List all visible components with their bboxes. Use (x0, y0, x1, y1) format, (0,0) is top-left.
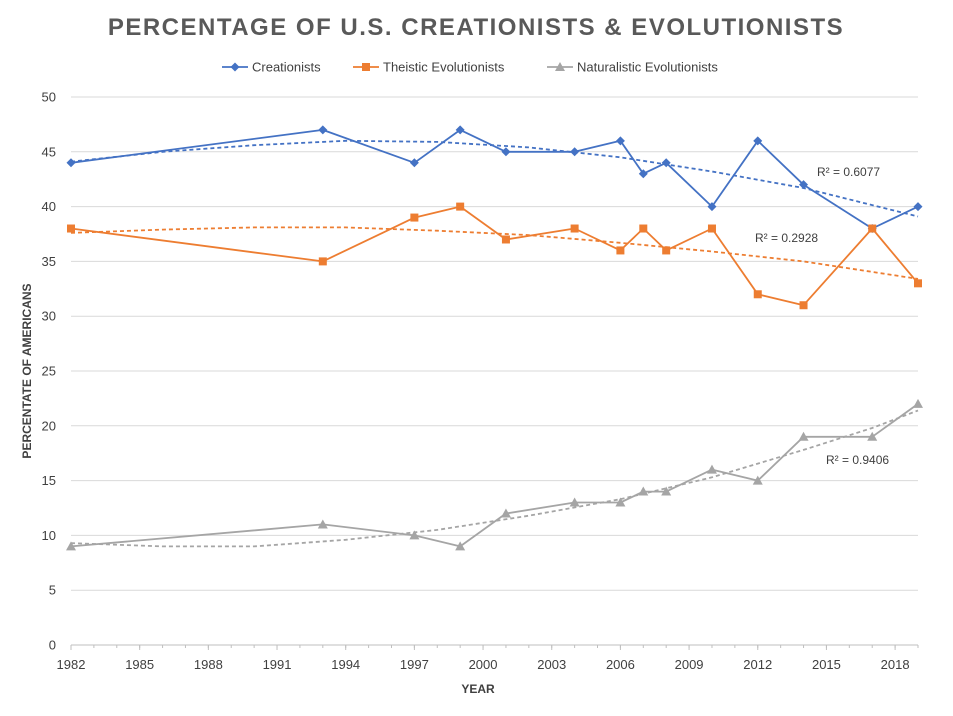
r2-label-theistic-evolutionists: R² = 0.2928 (755, 231, 818, 245)
data-point-theistic-evolutionists (914, 279, 922, 288)
data-point-naturalistic-evolutionists (706, 464, 717, 474)
data-point-naturalistic-evolutionists (455, 541, 466, 551)
y-tick-label: 30 (42, 309, 56, 324)
data-point-creationists (638, 169, 648, 179)
r2-label-naturalistic-evolutionists: R² = 0.9406 (826, 453, 889, 467)
y-tick-label: 15 (42, 473, 56, 488)
legend-label-creationists: Creationists (252, 60, 321, 75)
y-tick-label: 35 (42, 254, 56, 269)
y-tick-label: 0 (49, 638, 56, 653)
data-point-theistic-evolutionists (410, 213, 419, 222)
data-point-naturalistic-evolutionists (752, 475, 763, 485)
data-point-theistic-evolutionists (570, 224, 579, 233)
data-point-creationists (501, 147, 511, 157)
data-point-theistic-evolutionists (662, 246, 671, 255)
data-point-theistic-evolutionists (753, 290, 762, 299)
data-point-naturalistic-evolutionists (66, 541, 76, 551)
x-tick-label: 2003 (537, 657, 566, 672)
x-tick-label: 2000 (469, 657, 498, 672)
legend-label-naturalistic-evolutionists: Naturalistic Evolutionists (577, 60, 718, 75)
data-point-theistic-evolutionists (318, 257, 327, 266)
data-point-theistic-evolutionists (67, 224, 75, 233)
legend: Creationists Theistic Evolutionists Natura… (222, 60, 718, 75)
x-tick-label: 1997 (400, 657, 429, 672)
y-tick-label: 45 (42, 144, 56, 159)
data-point-creationists (570, 147, 580, 157)
data-point-naturalistic-evolutionists (798, 431, 809, 441)
axes (70, 644, 919, 650)
data-point-creationists (409, 158, 419, 168)
legend-marker-creationists (230, 62, 240, 72)
data-point-theistic-evolutionists (639, 224, 648, 233)
data-point-theistic-evolutionists (868, 224, 877, 233)
x-tick-label: 2006 (606, 657, 635, 672)
x-tick-label: 1985 (125, 657, 154, 672)
y-axis-title: PERCENTATE OF AMERICANS (20, 283, 34, 458)
series-line-creationists (70, 128, 919, 230)
data-point-creationists (318, 125, 328, 135)
data-point-creationists (455, 125, 465, 135)
data-point-creationists (661, 158, 671, 168)
series-line-naturalistic-evolutionists (70, 403, 919, 548)
x-axis-title: YEAR (461, 682, 495, 696)
x-tick-labels: 1982 1985 1988 1991 1994 1997 2000 2003 2006 2009… (57, 657, 910, 672)
data-point-naturalistic-evolutionists (569, 497, 580, 507)
y-tick-labels: 0 5 10 15 20 25 30 35 40 45 50 (42, 90, 56, 653)
trendline-theistic-evolutionists (70, 226, 919, 280)
y-tick-label: 20 (42, 418, 56, 433)
data-markers (66, 125, 923, 551)
data-point-theistic-evolutionists (501, 235, 510, 244)
data-point-theistic-evolutionists (456, 202, 465, 211)
data-point-creationists (913, 202, 923, 212)
x-tick-label: 2012 (743, 657, 772, 672)
y-tick-label: 40 (42, 199, 56, 214)
data-point-creationists (753, 136, 763, 146)
trendline-naturalistic-evolutionists (70, 409, 919, 548)
data-point-naturalistic-evolutionists (409, 530, 420, 540)
data-point-creationists (707, 202, 717, 212)
x-tick-label: 2015 (812, 657, 841, 672)
data-point-naturalistic-evolutionists (638, 486, 649, 496)
legend-label-theistic-evolutionists: Theistic Evolutionists (383, 60, 505, 75)
data-point-theistic-evolutionists (707, 224, 716, 233)
data-point-theistic-evolutionists (616, 246, 625, 255)
data-point-naturalistic-evolutionists (615, 497, 626, 507)
data-point-naturalistic-evolutionists (661, 486, 672, 496)
gridlines (71, 96, 918, 591)
series-line-theistic-evolutionists (70, 205, 919, 307)
data-point-creationists (66, 158, 76, 168)
trendline-creationists (70, 139, 919, 218)
x-tick-label: 1991 (263, 657, 292, 672)
legend-marker-theistic-evolutionists (362, 63, 370, 71)
data-point-creationists (799, 180, 809, 190)
data-point-creationists (615, 136, 625, 146)
y-tick-label: 50 (42, 90, 56, 105)
data-point-theistic-evolutionists (799, 301, 808, 310)
r2-label-creationists: R² = 0.6077 (817, 165, 880, 179)
data-point-naturalistic-evolutionists (913, 398, 923, 408)
y-tick-label: 5 (49, 583, 56, 598)
trendlines (70, 139, 919, 548)
x-tick-label: 1988 (194, 657, 223, 672)
x-tick-label: 2018 (881, 657, 910, 672)
data-point-naturalistic-evolutionists (317, 519, 328, 529)
x-tick-label: 2009 (675, 657, 704, 672)
chart-title: PERCENTAGE OF U.S. CREATIONISTS & EVOLUT… (108, 14, 844, 41)
data-point-naturalistic-evolutionists (500, 508, 511, 518)
x-tick-label: 1994 (331, 657, 360, 672)
series-lines (70, 128, 919, 548)
x-tick-label: 1982 (57, 657, 86, 672)
y-tick-label: 10 (42, 528, 56, 543)
data-point-naturalistic-evolutionists (867, 431, 878, 441)
y-tick-label: 25 (42, 364, 56, 379)
legend-marker-naturalistic-evolutionists (555, 62, 565, 71)
